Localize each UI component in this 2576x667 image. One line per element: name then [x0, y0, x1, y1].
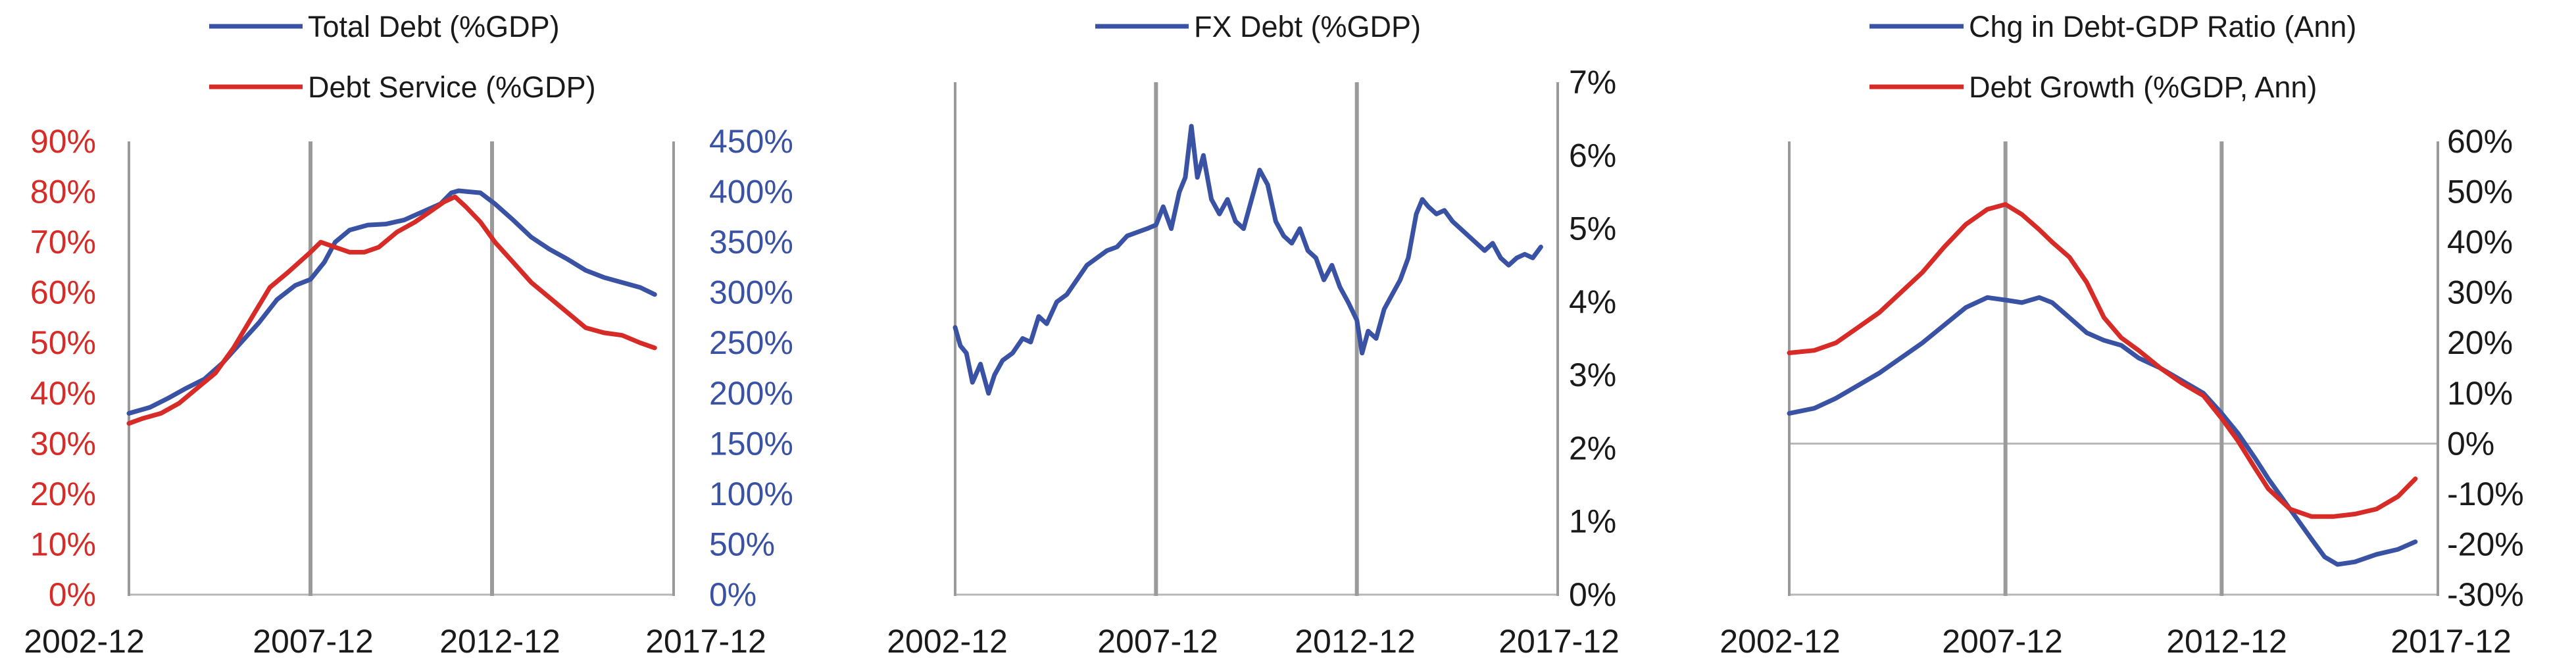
chart-total-debt-and-debt-service: Total Debt (%GDP) Debt Service (%GDP) 20… — [24, 10, 793, 660]
legend: Chg in Debt-GDP Ratio (Ann) Debt Growth … — [1870, 10, 2356, 104]
right-y-tick-label: 150% — [709, 425, 793, 462]
right-y-tick-label: 250% — [709, 324, 793, 361]
right-y-tick-label: 6% — [1569, 137, 1616, 174]
x-tick-label: 2002-12 — [24, 623, 145, 660]
right-y-tick-label: 400% — [709, 174, 793, 210]
x-tick-label: 2017-12 — [1499, 623, 1620, 660]
series-line — [1787, 295, 2418, 567]
right-y-tick-label: 300% — [709, 274, 793, 311]
right-y-tick-label: 4% — [1569, 284, 1616, 320]
right-y-tick-label: 30% — [2447, 274, 2513, 311]
right-y-tick-label: 40% — [2447, 224, 2513, 260]
right-y-tick-label: 350% — [709, 224, 793, 260]
right-y-tick-label: 60% — [2447, 123, 2513, 160]
left-y-tick-label: 70% — [30, 224, 96, 260]
chart-debt-ratio-change-and-growth: Chg in Debt-GDP Ratio (Ann) Debt Growth … — [1720, 10, 2523, 660]
legend-label-debt-service: Debt Service (%GDP) — [308, 70, 596, 104]
x-tick-label: 2002-12 — [887, 623, 1008, 660]
right-y-tick-label: 50% — [2447, 174, 2513, 210]
x-tick-label: 2012-12 — [439, 623, 560, 660]
right-y-tick-label: 100% — [709, 476, 793, 512]
axes: 2002-12 2007-12 2012-12 2017-12 -30% -20% -10%… — [1720, 123, 2523, 660]
x-tick-label: 2007-12 — [1097, 623, 1218, 660]
legend: Total Debt (%GDP) Debt Service (%GDP) — [209, 10, 596, 104]
left-y-tick-label: 0% — [49, 576, 96, 613]
right-y-tick-label: -10% — [2447, 476, 2524, 512]
legend-label-total-debt: Total Debt (%GDP) — [308, 10, 560, 43]
axes: 2002-12 2007-12 2012-12 2017-12 0% 1% 2% 3% 4% 5%… — [887, 64, 1620, 660]
axes: 2002-12 2007-12 2012-12 2017-12 0% 10% 20% 30% 4… — [24, 123, 793, 660]
left-y-tick-label: 80% — [30, 174, 96, 210]
right-y-tick-label: 0% — [1569, 576, 1616, 613]
left-y-tick-label: 20% — [30, 476, 96, 512]
series-line — [126, 194, 657, 426]
legend-label-debt-growth: Debt Growth (%GDP, Ann) — [1969, 70, 2317, 104]
legend: FX Debt (%GDP) — [1095, 10, 1421, 43]
right-y-tick-label: 0% — [709, 576, 756, 613]
left-y-tick-label: 10% — [30, 526, 96, 562]
x-tick-label: 2012-12 — [1295, 623, 1416, 660]
right-y-tick-label: 450% — [709, 123, 793, 160]
left-y-tick-label: 30% — [30, 425, 96, 462]
series-lines — [953, 124, 1543, 396]
legend-label-fx-debt: FX Debt (%GDP) — [1194, 10, 1421, 43]
left-y-tick-label: 50% — [30, 324, 96, 361]
right-y-tick-label: -20% — [2447, 526, 2524, 562]
left-y-tick-label: 60% — [30, 274, 96, 311]
left-y-tick-label: 90% — [30, 123, 96, 160]
series-lines — [126, 188, 657, 426]
right-y-tick-label: -30% — [2447, 576, 2524, 613]
right-y-tick-label: 20% — [2447, 324, 2513, 361]
legend-label-chg-debt-gdp: Chg in Debt-GDP Ratio (Ann) — [1969, 10, 2356, 43]
series-line — [953, 124, 1543, 396]
x-tick-label: 2007-12 — [1942, 623, 2063, 660]
x-tick-label: 2017-12 — [645, 623, 766, 660]
right-y-tick-label: 5% — [1569, 210, 1616, 247]
series-lines — [1787, 202, 2418, 567]
right-y-tick-label: 10% — [2447, 375, 2513, 412]
right-y-tick-label: 50% — [709, 526, 775, 562]
right-y-tick-label: 200% — [709, 375, 793, 412]
right-y-tick-label: 0% — [2447, 425, 2494, 462]
right-y-tick-label: 2% — [1569, 430, 1616, 466]
series-line — [1787, 202, 2418, 519]
chart-fx-debt: FX Debt (%GDP) 2002-12 2007-12 2012-12 2017… — [887, 10, 1620, 660]
right-y-tick-label: 1% — [1569, 503, 1616, 540]
right-y-tick-label: 3% — [1569, 357, 1616, 393]
x-tick-label: 2017-12 — [2390, 623, 2512, 660]
x-tick-label: 2012-12 — [2166, 623, 2287, 660]
left-y-tick-label: 40% — [30, 375, 96, 412]
x-tick-label: 2002-12 — [1720, 623, 1841, 660]
right-y-tick-label: 7% — [1569, 64, 1616, 101]
x-tick-label: 2007-12 — [253, 623, 374, 660]
